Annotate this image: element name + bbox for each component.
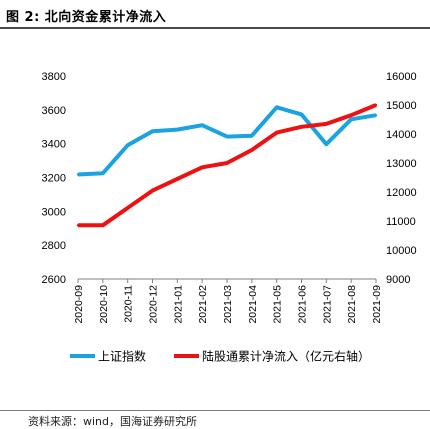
x-tick-label: 2020-11 [123, 285, 135, 323]
y-right-tick-label: 13000 [386, 158, 417, 170]
y-right-tick-label: 12000 [386, 187, 417, 199]
series-point [325, 122, 328, 126]
x-tick-label: 2020-12 [148, 285, 160, 324]
title-rule [0, 27, 430, 29]
series-point [349, 118, 353, 121]
series-point [374, 114, 378, 117]
y-right-tick-label: 10000 [386, 245, 417, 257]
y-left-tick-label: 3000 [42, 206, 66, 218]
source-rule [0, 410, 430, 411]
x-tick-label: 2021-04 [247, 285, 259, 324]
x-tick-label: 2021-07 [321, 285, 333, 324]
x-tick-label: 2021-01 [172, 285, 184, 324]
series-point [250, 148, 254, 152]
y-left-tick-label: 2800 [42, 240, 66, 252]
y-left-tick-label: 2600 [42, 274, 66, 286]
series-point [200, 124, 204, 127]
series-point [101, 172, 105, 175]
legend-label: 陆股通累计净流入（亿元右轴） [202, 349, 370, 364]
axes-group: 2600 2800 3000 3200 3400 3600 3800 9000 10000 110… [42, 71, 417, 324]
x-tick-label: 2021-08 [346, 285, 358, 324]
series-point [151, 130, 154, 133]
source-note: 资料来源：wind，国海证券研究所 [28, 415, 198, 428]
y-right-tick-label: 16000 [386, 71, 417, 83]
x-tick-label: 2020-10 [98, 285, 110, 324]
legend-label: 上证指数 [98, 349, 146, 364]
y-right-tick-label: 9000 [386, 274, 410, 286]
y-left-tick-label: 3400 [42, 139, 66, 151]
series-point [151, 189, 154, 192]
series-point [325, 142, 328, 146]
series-point [176, 177, 179, 181]
x-tick-label: 2021-02 [197, 285, 209, 324]
x-tick-label: 2021-09 [371, 285, 383, 324]
series-point [275, 131, 278, 134]
y-left-tick-label: 3800 [42, 71, 66, 83]
series-point [126, 143, 129, 147]
figure-title: 图 2: 北向资金累计净流入 [6, 10, 167, 25]
series-point [275, 106, 278, 109]
series-point [76, 224, 80, 227]
series-point [225, 161, 229, 165]
series-point [250, 134, 254, 137]
x-tick-label: 2021-05 [272, 285, 284, 324]
series-point [300, 125, 303, 128]
y-left-tick-label: 3600 [42, 105, 66, 117]
series-point [374, 103, 378, 107]
series-point [349, 113, 353, 117]
series-point [126, 206, 129, 210]
y-right-tick-label: 14000 [386, 129, 417, 141]
series-point [200, 166, 204, 169]
series-layer [76, 103, 378, 228]
series-point [76, 173, 80, 176]
series-point [176, 128, 179, 131]
y-left-tick-label: 3200 [42, 173, 66, 185]
y-right-tick-label: 15000 [386, 100, 417, 112]
x-tick-label: 2021-06 [297, 285, 309, 324]
series-point [300, 113, 303, 116]
series-point [101, 224, 105, 227]
y-right-tick-label: 11000 [386, 216, 416, 228]
legend: 上证指数 陆股通累计净流入（亿元右轴） [70, 349, 370, 364]
x-tick-label: 2021-03 [222, 285, 234, 324]
northbound-inflow-series-line [78, 103, 377, 228]
x-tick-label: 2020-09 [73, 285, 85, 324]
series-point [225, 135, 229, 138]
